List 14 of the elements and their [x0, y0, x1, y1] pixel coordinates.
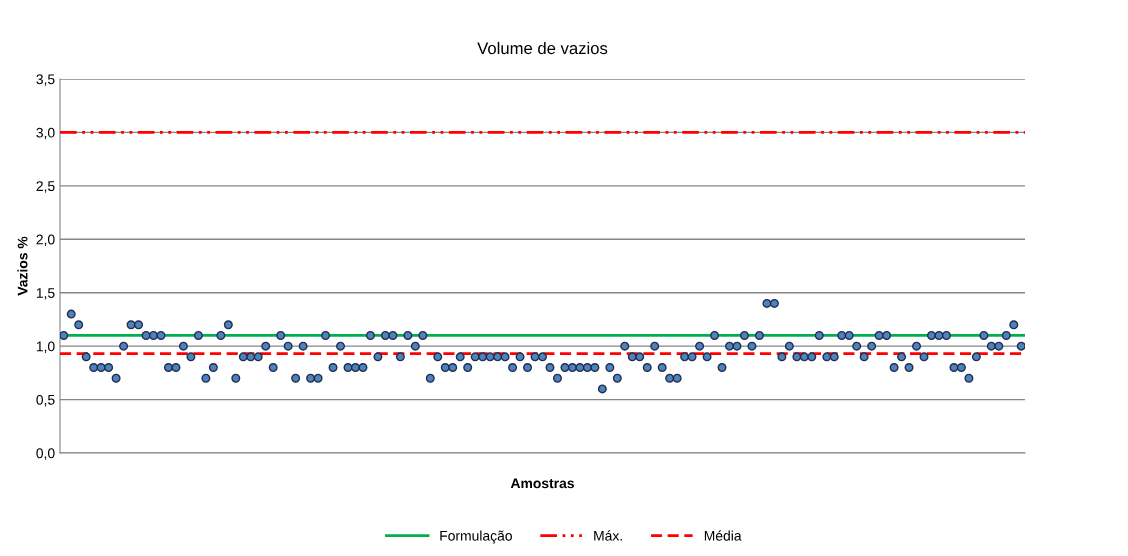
- y-tick-label: 3,0: [36, 127, 55, 140]
- y-tick-label: 2,0: [36, 234, 55, 247]
- y-tick-label: 0,0: [36, 448, 55, 460]
- y-tick-label: 0,5: [36, 394, 55, 407]
- y-tick-label: 1,5: [36, 288, 55, 300]
- y-tick-label: 1,0: [36, 341, 55, 353]
- y-tick-label: 2,5: [36, 181, 55, 193]
- chart-title: Volume de vazios: [477, 41, 608, 55]
- x-axis-title: Amostras: [510, 478, 574, 489]
- legend-label: Formulação: [440, 530, 512, 544]
- y-tick-label: 3,5: [36, 74, 55, 86]
- legend-label: Média: [704, 530, 742, 541]
- y-axis-title: Vazios %: [17, 236, 28, 296]
- legend-label: Máx.: [594, 530, 622, 541]
